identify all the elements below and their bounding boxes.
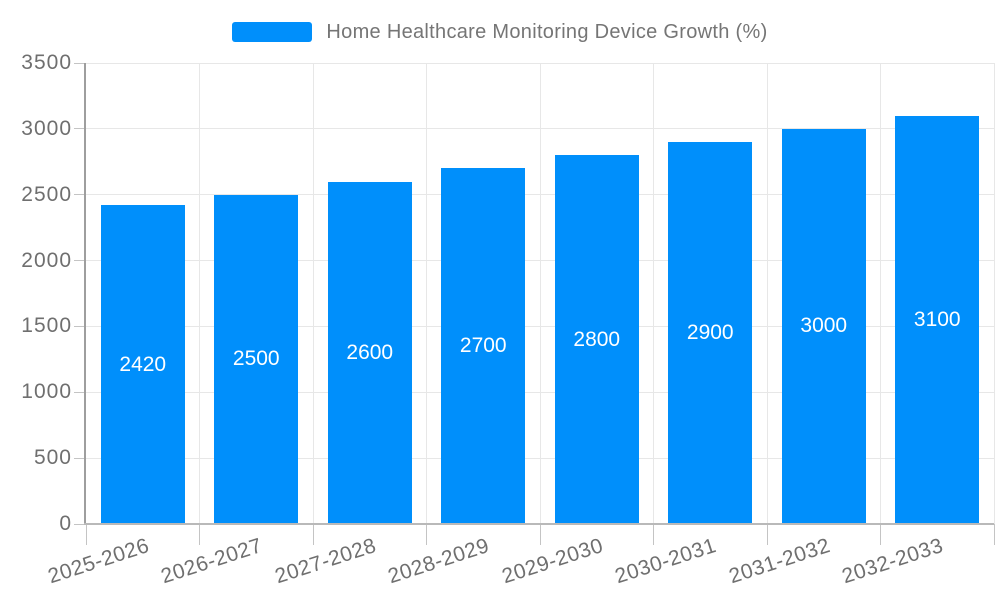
y-tick-mark — [74, 523, 86, 525]
bar-value-label: 3000 — [800, 314, 848, 338]
bar-2031-2032[interactable]: 3000 — [781, 128, 866, 524]
y-axis-tick-label: 0 — [59, 512, 72, 535]
x-tick-mark — [880, 524, 881, 545]
bar-value-label: 3100 — [913, 307, 961, 331]
y-tick-mark — [74, 457, 86, 459]
x-tick-mark — [426, 524, 427, 545]
bar-value-label: 2800 — [573, 327, 621, 351]
bar-value-label: 2700 — [459, 334, 507, 358]
y-tick-mark — [74, 194, 86, 196]
legend-label: Home Healthcare Monitoring Device Growth… — [326, 21, 768, 43]
y-axis-tick-label: 1500 — [21, 314, 72, 338]
x-tick-mark — [766, 524, 768, 545]
bar-value-label: 2900 — [686, 321, 734, 345]
x-tick-mark — [993, 524, 995, 545]
y-axis-tick-label: 2000 — [21, 248, 72, 272]
y-axis-tick-label: 500 — [33, 446, 72, 470]
x-tick-mark — [199, 524, 200, 545]
x-gridline — [539, 63, 541, 524]
bar-2030-2031[interactable]: 2900 — [668, 142, 753, 524]
legend-item[interactable]: Home Healthcare Monitoring Device Growth… — [0, 21, 1000, 43]
y-tick-mark — [74, 62, 86, 64]
y-axis-tick-label: 2500 — [21, 182, 72, 206]
x-gridline — [993, 63, 995, 524]
bar-2025-2026[interactable]: 2420 — [100, 205, 185, 524]
y-tick-mark — [74, 325, 86, 327]
x-tick-mark — [85, 524, 87, 545]
bar-2027-2028[interactable]: 2600 — [327, 181, 412, 524]
x-gridline — [312, 63, 314, 524]
y-axis-line — [84, 63, 86, 524]
bar-value-label: 2420 — [119, 352, 167, 376]
x-axis-line — [84, 523, 994, 525]
y-tick-mark — [74, 128, 86, 130]
x-tick-mark — [312, 524, 314, 545]
y-axis-tick-label: 3500 — [21, 51, 72, 74]
legend-swatch — [232, 22, 313, 42]
y-axis-tick-label: 1000 — [21, 380, 72, 404]
x-gridline — [766, 63, 768, 524]
x-tick-mark — [653, 524, 654, 545]
plot-area: 2420 2500 2600 2700 2800 2900 3000 3100 — [86, 62, 995, 524]
x-gridline — [199, 63, 200, 524]
x-gridline — [653, 63, 654, 524]
bar-2028-2029[interactable]: 2700 — [441, 168, 526, 524]
bar-2026-2027[interactable]: 2500 — [214, 194, 299, 524]
bar-value-label: 2600 — [346, 340, 394, 364]
y-axis-tick-label: 3000 — [21, 116, 72, 140]
y-tick-mark — [74, 391, 86, 393]
y-tick-mark — [74, 260, 86, 262]
bar-value-label: 2500 — [232, 347, 280, 371]
bar-2032-2033[interactable]: 3100 — [895, 115, 980, 524]
bar-2029-2030[interactable]: 2800 — [554, 155, 639, 524]
x-gridline — [880, 63, 881, 524]
x-gridline — [426, 63, 427, 524]
x-tick-mark — [539, 524, 541, 545]
